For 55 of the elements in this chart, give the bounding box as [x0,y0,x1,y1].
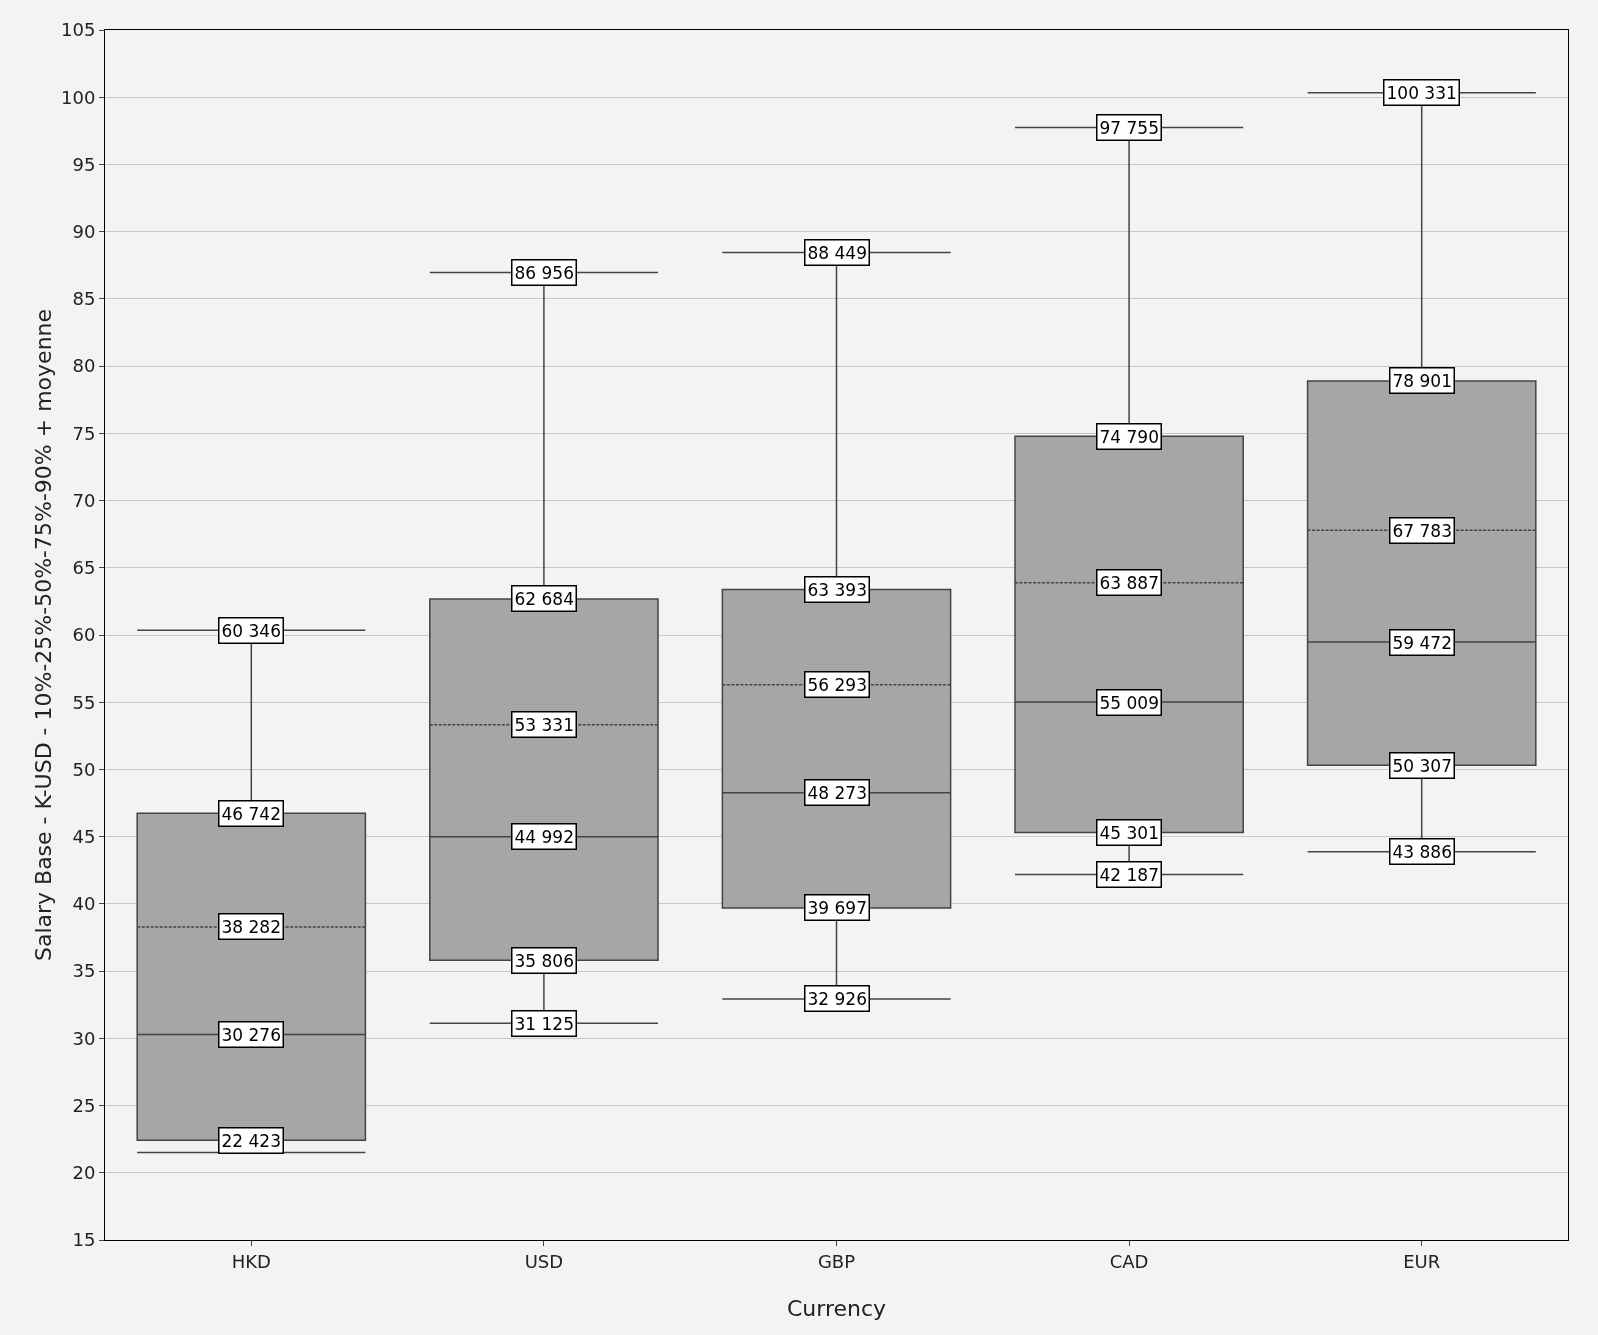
y-tick-label: 30 [72,1027,96,1049]
annotation: 46 742 [221,803,281,824]
y-tick-label: 100 [61,86,96,108]
annotation: 97 755 [1099,117,1159,138]
annotation: 22 423 [221,1130,281,1151]
annotation: 55 009 [1099,692,1159,713]
annotation: 32 926 [807,988,867,1009]
annotation: 62 684 [514,588,574,609]
annotation: 48 273 [807,782,867,803]
annotation: 38 282 [221,916,281,937]
annotation: 86 956 [514,262,574,283]
x-tick-label: GBP [817,1250,856,1272]
y-axis-title: Salary Base - K-USD - 10%-25%-50%-75%-90% + moyenne [31,308,56,962]
annotation: 50 307 [1392,755,1452,776]
y-tick-label: 45 [72,825,96,847]
x-tick-label: CAD [1109,1250,1149,1272]
y-tick-label: 60 [72,624,96,646]
annotation: 56 293 [807,674,867,695]
annotation: 45 301 [1099,822,1159,843]
y-tick-label: 40 [72,893,96,915]
annotation: 67 783 [1392,520,1452,541]
annotation: 59 472 [1392,632,1452,653]
annotation: 88 449 [807,242,867,263]
y-tick-label: 75 [72,422,96,444]
annotation: 74 790 [1099,426,1159,447]
y-tick-label: 85 [72,288,96,310]
y-tick-label: 70 [72,489,96,511]
annotation: 42 187 [1099,864,1159,885]
y-tick-label: 105 [61,19,96,41]
y-tick-label: 95 [72,153,96,175]
y-tick-label: 65 [72,557,96,579]
y-tick-label: 25 [72,1094,96,1116]
y-tick-label: 35 [72,960,96,982]
annotation: 30 276 [221,1024,281,1045]
x-axis-title: Currency [786,1296,887,1321]
annotation: 35 806 [514,950,574,971]
y-tick-label: 15 [72,1229,96,1251]
y-tick-label: 20 [72,1162,96,1184]
y-tick-label: 55 [72,691,96,713]
annotation: 53 331 [514,714,574,735]
x-tick-label: HKD [231,1250,271,1272]
x-tick-label: EUR [1403,1250,1441,1272]
annotation: 100 331 [1386,82,1457,103]
y-tick-label: 90 [72,220,96,242]
annotation: 60 346 [221,620,281,641]
annotation: 44 992 [514,826,574,847]
x-tick-label: USD [524,1250,564,1272]
annotation: 43 886 [1392,841,1452,862]
y-tick-label: 50 [72,758,96,780]
annotation: 63 393 [807,579,867,600]
y-tick-label: 80 [72,355,96,377]
annotation: 78 901 [1392,370,1452,391]
annotation: 63 887 [1099,572,1159,593]
annotation: 39 697 [807,897,867,918]
annotation: 31 125 [514,1013,574,1034]
